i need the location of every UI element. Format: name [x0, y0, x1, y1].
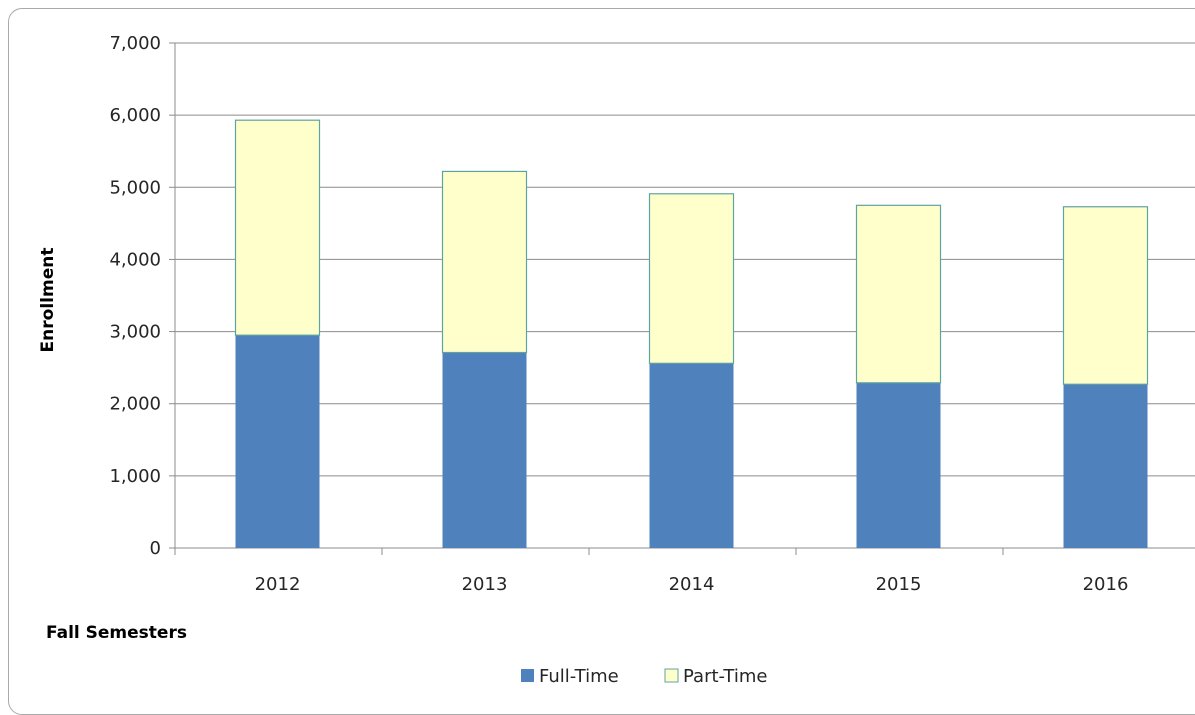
bar-part-time-2016 — [1062, 206, 1149, 385]
bar-part-time-2013 — [441, 170, 528, 354]
x-tick-label: 2013 — [462, 574, 508, 595]
x-tick-label: 2012 — [255, 574, 301, 595]
legend-label-part-time: Part-Time — [683, 666, 767, 687]
legend-swatch-part-time — [664, 668, 679, 683]
y-tick-label: 0 — [150, 538, 161, 559]
chart-frame — [8, 8, 1195, 715]
legend-label-full-time: Full-Time — [539, 666, 619, 687]
bar-part-time-2012 — [234, 119, 321, 336]
bar-full-time-2012 — [235, 335, 320, 548]
legend: Full-Time Part-Time — [521, 666, 767, 687]
y-tick-label: 1,000 — [109, 466, 161, 487]
x-axis: 2012 2013 2014 2015 2016 — [174, 547, 1195, 595]
bar-part-time-2015 — [855, 204, 942, 384]
y-tick-label: 2,000 — [109, 394, 161, 415]
y-tick-label: 4,000 — [109, 249, 161, 270]
bars — [234, 119, 1149, 548]
x-tick-label: 2015 — [876, 574, 922, 595]
y-axis: 0 1,000 2,000 3,000 4,000 5,000 6,000 7,000 — [109, 33, 176, 559]
bar-part-time-2014 — [648, 193, 735, 364]
bar-full-time-2013 — [442, 352, 527, 548]
x-tick-label: 2016 — [1083, 574, 1129, 595]
y-tick-label: 3,000 — [109, 322, 161, 343]
bar-full-time-2015 — [856, 382, 941, 548]
bar-full-time-2014 — [649, 363, 734, 548]
y-axis-title: Enrollment — [38, 248, 58, 353]
bar-full-time-2016 — [1063, 384, 1148, 548]
y-tick-label: 6,000 — [109, 105, 161, 126]
x-tick-label: 2014 — [669, 574, 715, 595]
legend-swatch-full-time — [521, 669, 534, 682]
x-axis-title: Fall Semesters — [46, 623, 187, 643]
y-tick-label: 7,000 — [109, 33, 161, 54]
y-tick-label: 5,000 — [109, 177, 161, 198]
